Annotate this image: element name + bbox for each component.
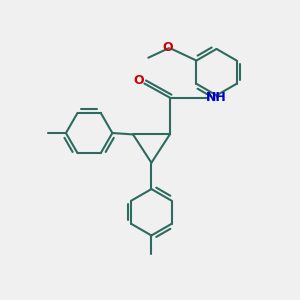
Text: O: O — [134, 74, 144, 87]
Text: O: O — [163, 41, 173, 54]
Text: NH: NH — [206, 91, 227, 104]
